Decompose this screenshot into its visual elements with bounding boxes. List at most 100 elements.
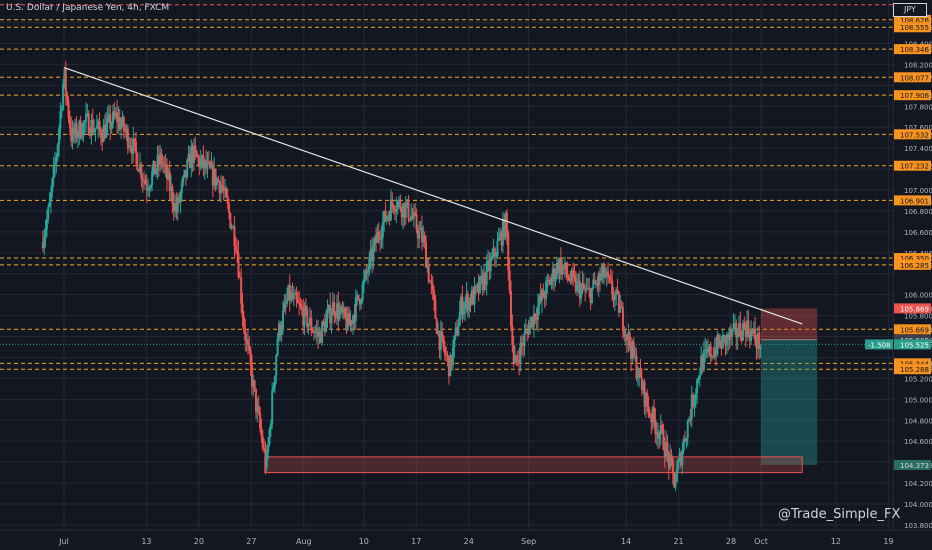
current-price-tag[interactable]: [894, 339, 931, 350]
candle-body: [566, 273, 569, 278]
candle-body: [136, 153, 139, 170]
candle-body: [426, 264, 429, 268]
candle-body: [531, 316, 534, 328]
candle-body: [669, 454, 672, 468]
level-price-tag[interactable]: [894, 364, 931, 375]
currency-badge[interactable]: JPY: [893, 3, 927, 17]
candle-body: [702, 350, 705, 371]
price-axis[interactable]: 108.626108.555108.400108.346108.200108.0…: [865, 0, 932, 550]
candle-body: [298, 302, 301, 305]
candle-body: [106, 117, 109, 124]
candle-body: [497, 237, 500, 242]
candle-body: [561, 266, 564, 275]
candle-body: [495, 255, 498, 257]
candle-body: [580, 286, 583, 299]
level-price-tag[interactable]: [894, 253, 931, 264]
candle-body: [480, 275, 483, 277]
stop-loss-zone[interactable]: [761, 308, 818, 340]
candle-body: [565, 262, 568, 274]
candle-body: [415, 214, 418, 230]
candle-body: [152, 161, 155, 172]
candle-body: [737, 323, 740, 337]
time-axis[interactable]: Jul 13 20 27 Aug 10 17 24 Sep 14 21 28 Oct 12 19: [0, 529, 932, 550]
candle-body: [453, 335, 456, 348]
time-tick-label: 10: [359, 537, 369, 546]
level-price-tag[interactable]: [894, 303, 931, 314]
price-tick-label: 104.200: [904, 480, 932, 488]
level-price-tag[interactable]: [894, 459, 931, 470]
time-axis-bg: [0, 530, 932, 550]
trendline-layer[interactable]: [63, 66, 803, 325]
level-price-tag[interactable]: [894, 72, 931, 83]
level-price-tag[interactable]: [894, 259, 931, 270]
candle-body: [230, 227, 233, 229]
candle-body: [249, 350, 252, 366]
candle-body: [717, 334, 720, 346]
candle-body: [48, 201, 51, 207]
candle-body: [721, 335, 724, 349]
level-price-tag[interactable]: [894, 90, 931, 101]
level-price-tag[interactable]: [894, 22, 931, 33]
price-tick-label: 107.400: [904, 145, 932, 153]
candle-body: [292, 294, 295, 299]
time-tick-label: 20: [194, 537, 204, 546]
candle-body: [569, 280, 572, 282]
candle-body: [176, 197, 179, 213]
candle-body: [400, 209, 403, 218]
candle-body: [191, 146, 194, 164]
candle-body: [49, 191, 52, 202]
level-price-tag[interactable]: [894, 195, 931, 206]
candle-body: [456, 327, 459, 336]
support-zone[interactable]: [264, 456, 803, 474]
candle-body: [562, 266, 565, 269]
candle-body: [315, 330, 318, 332]
candle-body: [94, 128, 97, 131]
candle-body: [526, 329, 529, 331]
candle-body: [523, 333, 526, 346]
candle-body: [344, 307, 347, 318]
candle-body: [725, 334, 728, 346]
level-price-label: 106.285: [900, 262, 929, 270]
candle-body: [600, 273, 603, 280]
candle-body: [329, 305, 332, 324]
candle-body: [163, 163, 166, 165]
time-tick-label: 13: [141, 537, 151, 546]
candle-body: [611, 280, 614, 295]
candle-body: [627, 332, 630, 341]
price-tick-label: 108.200: [904, 61, 932, 69]
candle-body: [539, 295, 542, 301]
candle-body: [424, 241, 427, 268]
candle-body: [124, 130, 127, 132]
candle-body: [206, 161, 209, 169]
level-price-label: 108.346: [900, 46, 929, 54]
candle-body: [624, 334, 627, 337]
candle-body: [631, 341, 634, 359]
level-price-tag[interactable]: [894, 160, 931, 171]
level-price-tag[interactable]: [894, 44, 931, 55]
level-price-tag[interactable]: [894, 358, 931, 369]
candle-body: [447, 356, 450, 377]
watermark: @Trade_Simple_FX: [778, 507, 901, 522]
price-tick-label: 104.800: [904, 417, 932, 425]
price-tick-label: 104.600: [904, 438, 932, 446]
candle-body: [581, 283, 584, 287]
price-tick-label: 103.800: [904, 522, 932, 530]
candle-body: [291, 292, 294, 299]
price-tick-label: 107.800: [904, 103, 932, 111]
candle-body: [710, 356, 713, 358]
candle-body: [708, 345, 711, 353]
level-price-tag[interactable]: [894, 14, 931, 25]
candle-body: [403, 203, 406, 218]
candle-body: [296, 299, 299, 303]
chart-title: U.S. Dollar / Japanese Yen, 4h, FXCM: [6, 3, 170, 13]
candle-body: [281, 310, 284, 329]
candle-body: [362, 278, 365, 284]
level-price-tag[interactable]: [894, 129, 931, 140]
candle-body: [535, 319, 538, 321]
level-price-tag[interactable]: [894, 324, 931, 335]
take-profit-zone[interactable]: [761, 339, 818, 465]
trendline[interactable]: [63, 66, 803, 325]
candle-body: [727, 334, 730, 340]
candle-body: [694, 393, 697, 400]
